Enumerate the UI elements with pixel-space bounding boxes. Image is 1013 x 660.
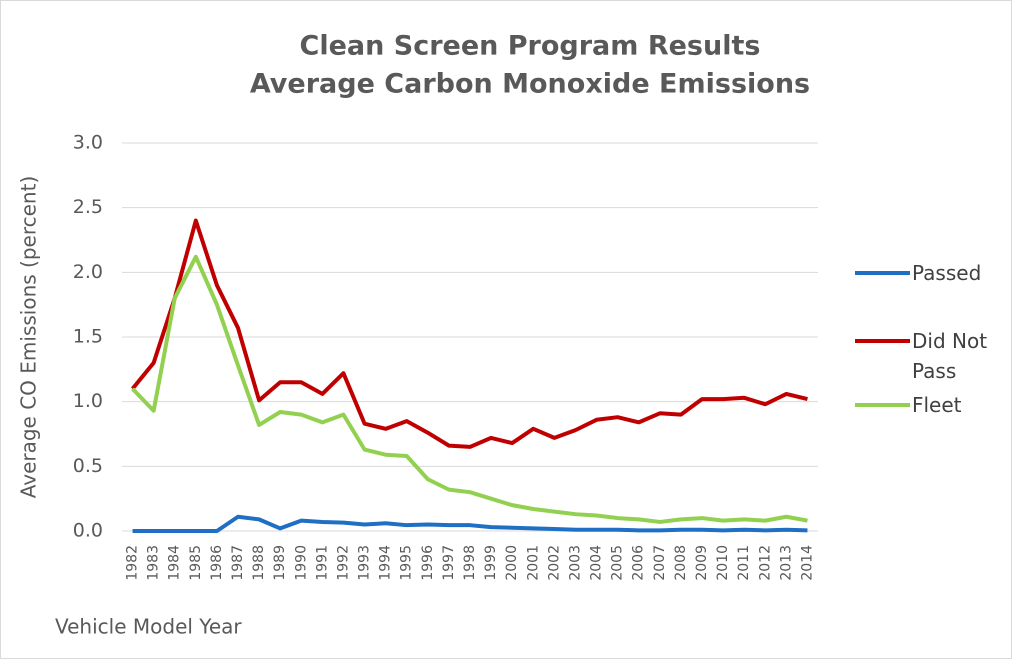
y-tick-label: 1.5 [73,326,103,348]
x-tick-label: 1998 [462,545,478,581]
x-tick-label: 1986 [209,545,225,581]
x-tick-label: 1989 [272,545,288,581]
x-tick-label: 1997 [441,545,457,581]
legend-label: Did Not Pass [912,329,988,383]
legend-label: Fleet [912,393,962,417]
series-line [131,254,808,524]
x-tick-label: 1994 [378,545,394,581]
legend-label: Passed [912,261,982,285]
y-tick-label: 1.0 [73,390,103,412]
y-tick-label: 0.0 [73,520,103,542]
x-tick-label: 1995 [399,545,415,581]
x-tick-label: 1993 [357,545,373,581]
x-tick-label: 2011 [736,545,752,581]
y-tick-label: 2.0 [73,261,103,283]
x-tick-label: 2010 [715,545,731,581]
x-tick-label: 1984 [167,545,183,581]
x-tick-label: 2009 [694,545,710,581]
series-line [132,514,808,533]
x-tick-label: 2006 [631,545,647,581]
chart-title: Clean Screen Program Results [300,31,761,62]
y-tick-label: 2.5 [73,196,103,218]
chart-subtitle: Average Carbon Monoxide Emissions [250,69,810,100]
x-tick-label: 2000 [504,545,520,581]
x-tick-label: 1992 [335,545,351,581]
x-tick-label: 1982 [125,545,141,581]
x-axis-label: Vehicle Model Year [55,615,242,639]
x-tick-label: 2014 [799,545,815,581]
x-tick-label: 2003 [567,545,583,581]
x-tick-label: 1985 [188,545,204,581]
x-tick-label: 1987 [230,545,246,581]
y-axis-label: Average CO Emissions (percent) [17,176,41,499]
series-line [130,218,808,449]
y-tick-label: 0.5 [73,455,103,477]
x-tick-label: 1991 [314,545,330,581]
x-tick-label: 2005 [610,545,626,581]
x-tick-label: 1999 [483,545,499,581]
x-tick-label: 1988 [251,545,267,581]
x-tick-label: 2012 [757,545,773,581]
x-tick-label: 2008 [673,545,689,581]
x-tick-label: 2004 [589,545,605,581]
x-tick-label: 1990 [293,545,309,581]
y-tick-label: 3.0 [73,132,103,154]
x-tick-label: 2013 [778,545,794,581]
x-tick-label: 1983 [146,545,162,581]
x-tick-label: 1996 [420,545,436,581]
x-tick-label: 2002 [546,545,562,581]
x-tick-label: 2007 [652,545,668,581]
x-tick-label: 2001 [525,545,541,581]
